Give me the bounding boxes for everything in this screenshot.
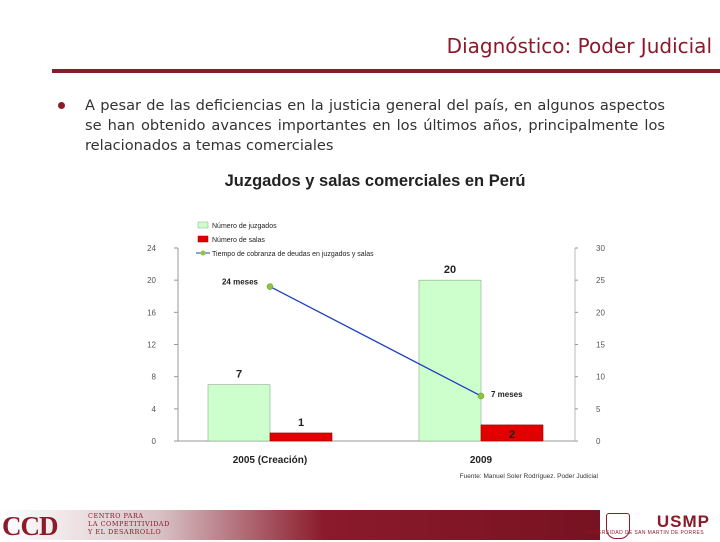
bar [269, 432, 333, 442]
right-tick-label: 0 [596, 437, 601, 446]
bar-data-label: 2 [509, 429, 515, 441]
line-point [477, 392, 485, 400]
bar [418, 279, 482, 442]
left-tick-label: 4 [152, 405, 157, 414]
legend-swatch [197, 235, 209, 243]
usmp-subtitle: UNIVERSIDAD DE SAN MARTIN DE PORRES [584, 530, 704, 536]
ccd-subtitle-line: LA COMPETITIVIDAD [88, 520, 170, 528]
line-point [266, 283, 274, 290]
slide-title: Diagnóstico: Poder Judicial [446, 34, 712, 58]
legend-label: Número de juzgados [212, 223, 277, 230]
chart-source: Fuente: Manuel Soler Rodríguez. Poder Ju… [460, 473, 599, 480]
bar [207, 384, 271, 442]
line-data-label: 7 meses [491, 390, 523, 399]
ccd-subtitle-line: CENTRO PARA [88, 512, 144, 520]
right-tick-label: 20 [596, 308, 605, 317]
bar-data-label: 7 [236, 369, 242, 381]
bar-data-label: 20 [444, 264, 456, 276]
legend-label: Número de salas [212, 237, 265, 244]
right-tick-label: 5 [596, 405, 601, 414]
x-tick-label: 2009 [470, 455, 493, 466]
ccd-subtitle: CENTRO PARA LA COMPETITIVIDAD Y EL DESAR… [88, 512, 170, 536]
bullet-dot [58, 102, 65, 109]
left-tick-label: 8 [152, 373, 157, 382]
usmp-logo: USMP [656, 512, 710, 531]
left-tick-label: 12 [147, 341, 156, 350]
bar [480, 424, 544, 442]
x-tick-label: 2005 (Creación) [233, 455, 307, 466]
line-data-label: 24 meses [222, 278, 259, 287]
right-tick-label: 25 [596, 276, 605, 285]
right-tick-label: 10 [596, 373, 605, 382]
chart-title: Juzgados y salas comerciales en Perú [224, 172, 526, 190]
left-tick-label: 16 [147, 308, 156, 317]
left-tick-label: 0 [152, 437, 157, 446]
usmp-crest-icon [606, 513, 630, 539]
left-tick-label: 20 [147, 276, 156, 285]
legend-marker [200, 250, 206, 256]
ccd-subtitle-line: Y EL DESARROLLO [88, 528, 162, 536]
right-tick-label: 30 [596, 244, 605, 253]
legend-label: Tiempo de cobranza de deudas en juzgados… [212, 251, 374, 258]
ccd-logo: CCD [2, 511, 58, 541]
right-tick-label: 15 [596, 341, 605, 350]
legend-swatch [197, 221, 209, 229]
title-rule [52, 69, 720, 73]
line-series [269, 286, 482, 397]
bullet-text: A pesar de las deficiencias en la justic… [85, 97, 665, 154]
bar-data-label: 1 [298, 417, 304, 429]
left-tick-label: 24 [147, 244, 156, 253]
